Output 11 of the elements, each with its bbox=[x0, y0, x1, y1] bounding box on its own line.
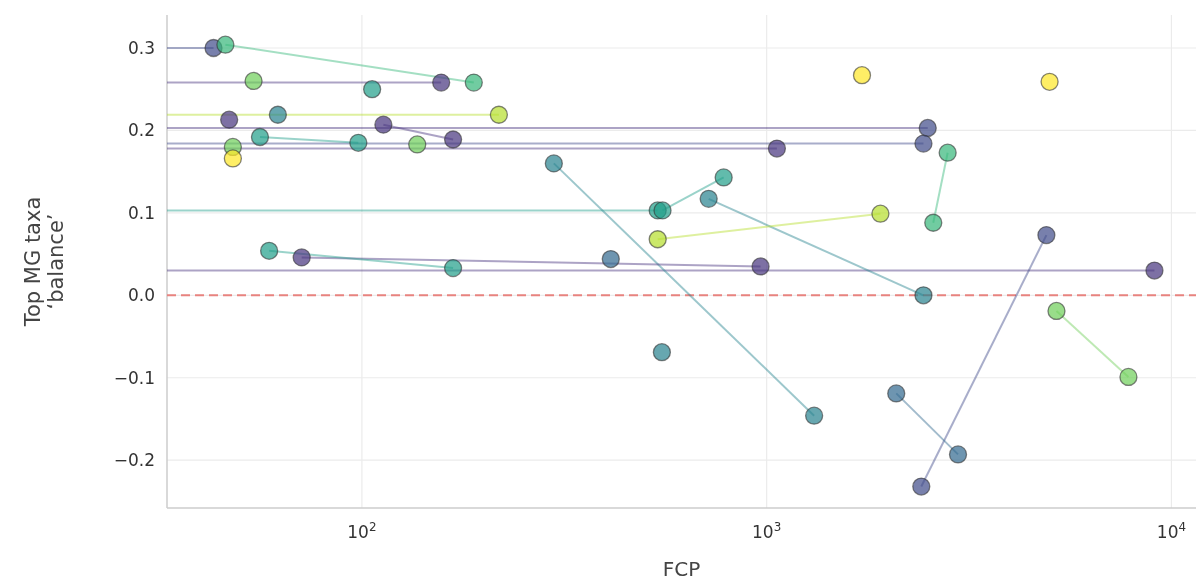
y-tick-label: 0.0 bbox=[127, 285, 155, 306]
y-tick-label: 0.2 bbox=[127, 120, 155, 141]
x-tick-label: 10$^{2}$ bbox=[347, 520, 377, 542]
y-tick-label: −0.1 bbox=[113, 367, 155, 388]
y-axis-title: Top MG taxa ‘balance’ bbox=[21, 196, 69, 328]
y-tick-label: 0.3 bbox=[127, 37, 155, 58]
y-tick-label: 0.1 bbox=[127, 202, 155, 223]
x-tick-label: 10$^{3}$ bbox=[752, 520, 782, 542]
x-axis-title: FCP bbox=[662, 557, 701, 581]
x-tick-label: 10$^{4}$ bbox=[1156, 520, 1187, 542]
y-tick-label: −0.2 bbox=[113, 450, 155, 471]
